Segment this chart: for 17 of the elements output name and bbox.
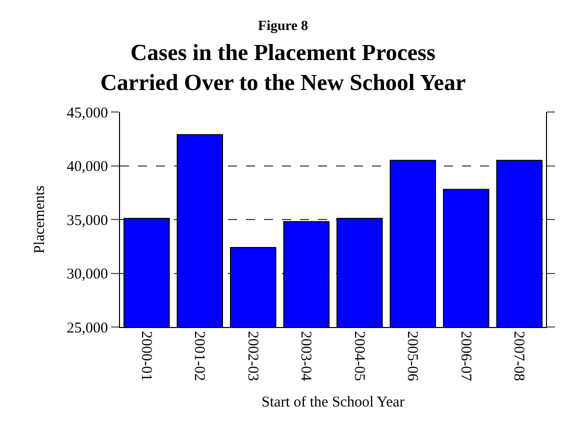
x-tick-label: 2003-04: [298, 331, 314, 382]
x-axis-title: Start of the School Year: [262, 394, 404, 410]
x-tick-label: 2004-05: [350, 331, 367, 381]
x-tick-label: 2001-02: [191, 331, 208, 381]
x-tick-label: 2000-01: [138, 331, 154, 381]
y-tick-label: 45,000: [66, 105, 108, 122]
x-tick-label: 2002-03: [244, 331, 260, 381]
x-tick-label: 2007-08: [510, 331, 527, 381]
x-tick-label: 2006-07: [457, 331, 474, 382]
y-tick-label: 30,000: [66, 266, 108, 282]
chart-subtitle: Cases in the Placement Process Carried Over to the New School Year: [100, 40, 466, 96]
chart-title: Figure 8: [258, 19, 308, 34]
y-tick-label: 35,000: [66, 212, 108, 229]
y-tick-label: 40,000: [66, 159, 108, 175]
y-axis-title: Placements: [32, 185, 48, 254]
y-tick-label: 25,000: [66, 320, 108, 336]
x-tick-label: 2005-06: [404, 331, 420, 382]
